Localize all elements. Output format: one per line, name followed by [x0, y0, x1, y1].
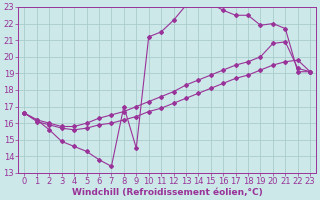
- X-axis label: Windchill (Refroidissement éolien,°C): Windchill (Refroidissement éolien,°C): [72, 188, 263, 197]
